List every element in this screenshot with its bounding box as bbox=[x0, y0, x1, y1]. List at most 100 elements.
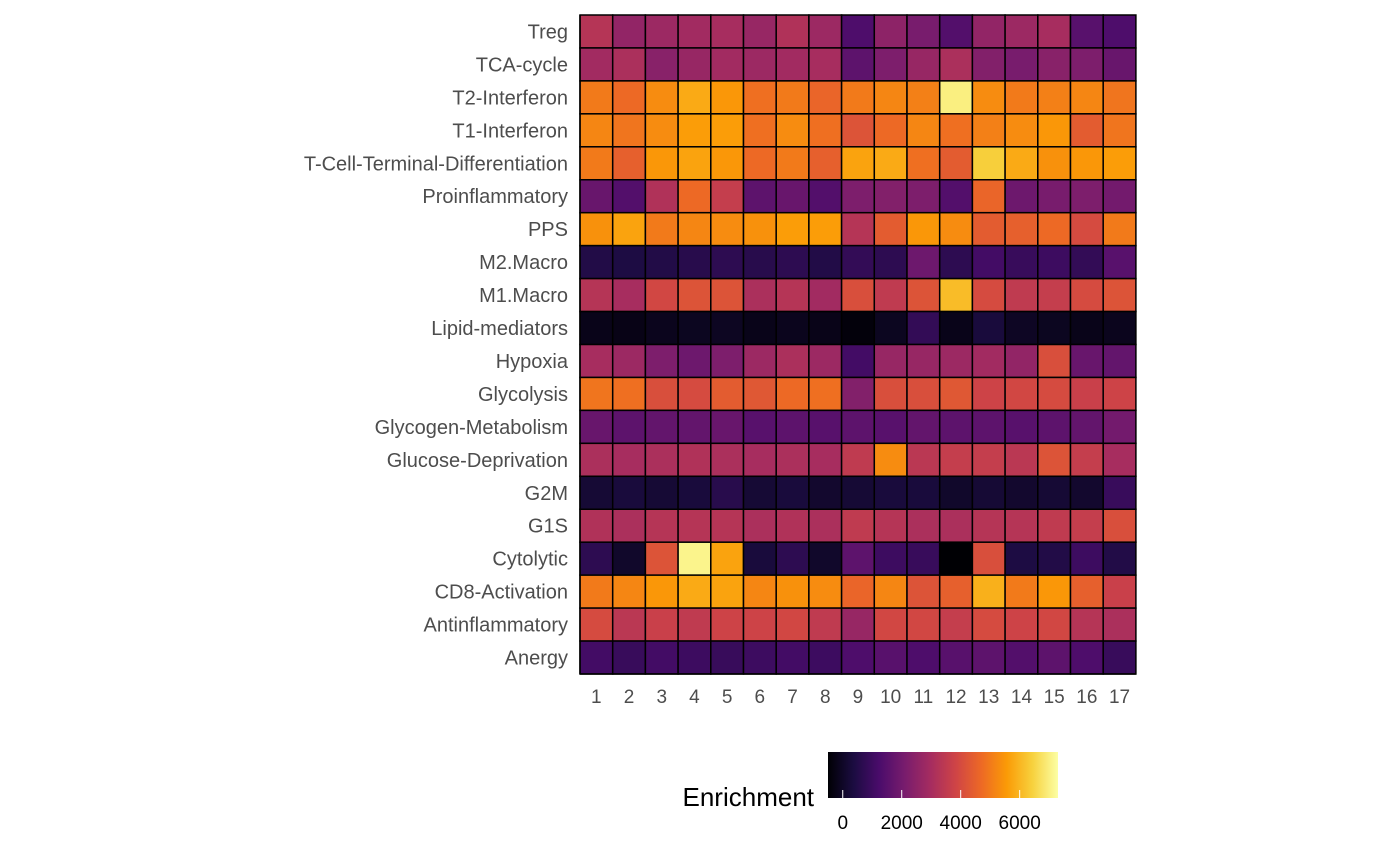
heatmap-cell bbox=[579, 475, 614, 510]
y-tick-label: TCA-cycle bbox=[476, 54, 568, 76]
heatmap-cell bbox=[611, 640, 647, 675]
heatmap-cell bbox=[775, 376, 810, 412]
heatmap-cell bbox=[808, 409, 843, 445]
heatmap-cell bbox=[644, 277, 679, 313]
heatmap-cell bbox=[710, 508, 745, 543]
heatmap-cell bbox=[971, 310, 1006, 346]
heatmap-cell bbox=[1004, 310, 1039, 346]
heatmap-cell bbox=[1102, 277, 1137, 313]
heatmap-cell bbox=[775, 211, 810, 247]
heatmap-cell bbox=[644, 442, 679, 478]
heatmap-cell bbox=[1102, 14, 1137, 49]
heatmap-cell bbox=[873, 508, 908, 543]
heatmap-cell bbox=[677, 508, 712, 543]
heatmap-cell bbox=[644, 310, 679, 346]
heatmap-cell bbox=[644, 508, 679, 543]
heatmap-cell bbox=[742, 244, 777, 280]
heatmap-cell bbox=[710, 475, 745, 510]
legend-tick-label: 2000 bbox=[881, 813, 923, 834]
heatmap-cell bbox=[840, 376, 876, 412]
x-tick-label: 15 bbox=[1044, 687, 1065, 708]
x-tick-label: 3 bbox=[656, 687, 667, 708]
heatmap-cell bbox=[775, 607, 810, 642]
heatmap-cell bbox=[1004, 508, 1039, 543]
heatmap-cell bbox=[677, 146, 712, 181]
heatmap-cell bbox=[808, 47, 843, 82]
heatmap-cell bbox=[808, 179, 843, 214]
heatmap-cell bbox=[938, 442, 974, 478]
heatmap-cell bbox=[971, 409, 1006, 445]
heatmap-cell bbox=[1037, 508, 1072, 543]
heatmap-cell bbox=[1004, 113, 1039, 148]
heatmap-cell bbox=[1069, 574, 1104, 609]
heatmap-cell bbox=[840, 179, 876, 214]
heatmap-cell bbox=[579, 310, 614, 346]
heatmap-cell bbox=[840, 541, 876, 576]
heatmap-cell bbox=[579, 179, 614, 214]
heatmap-cell bbox=[710, 574, 745, 609]
heatmap-cell bbox=[677, 244, 712, 280]
heatmap-cell bbox=[906, 640, 941, 675]
heatmap-cell bbox=[1102, 607, 1137, 642]
heatmap-cell bbox=[1037, 310, 1072, 346]
heatmap-cell bbox=[1037, 14, 1072, 49]
legend-tick-label: 6000 bbox=[999, 813, 1041, 834]
y-tick-label: G2M bbox=[525, 483, 568, 505]
heatmap-cell bbox=[742, 277, 777, 313]
heatmap-cell bbox=[742, 475, 777, 510]
heatmap-cell bbox=[873, 409, 908, 445]
heatmap-cell bbox=[1069, 442, 1104, 478]
heatmap-cell bbox=[873, 475, 908, 510]
heatmap-cell bbox=[579, 541, 614, 576]
heatmap-cell bbox=[1037, 574, 1072, 609]
heatmap-cell bbox=[938, 14, 974, 49]
heatmap-cell bbox=[840, 310, 876, 346]
x-tick-label: 6 bbox=[755, 687, 766, 708]
heatmap-cell bbox=[938, 343, 974, 379]
heatmap-cell bbox=[906, 80, 941, 115]
heatmap-cell bbox=[644, 409, 679, 445]
heatmap-cell bbox=[971, 244, 1006, 280]
heatmap-cell bbox=[873, 179, 908, 214]
heatmap-cell bbox=[840, 277, 876, 313]
heatmap-cell bbox=[644, 80, 679, 115]
heatmap-cell bbox=[971, 80, 1006, 115]
heatmap-cell bbox=[611, 113, 647, 148]
heatmap-cell bbox=[644, 179, 679, 214]
heatmap-cell bbox=[971, 277, 1006, 313]
heatmap-cell bbox=[938, 607, 974, 642]
heatmap-cell bbox=[938, 409, 974, 445]
heatmap-cell bbox=[906, 607, 941, 642]
heatmap-cell bbox=[742, 376, 777, 412]
heatmap-cell bbox=[1102, 244, 1137, 280]
heatmap-cell bbox=[971, 47, 1006, 82]
heatmap-cell bbox=[906, 211, 941, 247]
heatmap-cell bbox=[840, 14, 876, 49]
heatmap-cell bbox=[644, 376, 679, 412]
heatmap-cell bbox=[1069, 508, 1104, 543]
heatmap-cell bbox=[644, 113, 679, 148]
heatmap-cell bbox=[644, 541, 679, 576]
heatmap-cell bbox=[906, 310, 941, 346]
heatmap-cell bbox=[710, 442, 745, 478]
heatmap-cell bbox=[873, 80, 908, 115]
heatmap-cell bbox=[1037, 640, 1072, 675]
heatmap-cell bbox=[1069, 113, 1104, 148]
heatmap-cell bbox=[873, 376, 908, 412]
heatmap-cell bbox=[677, 541, 712, 576]
y-tick-label: Antinflammatory bbox=[424, 615, 569, 637]
heatmap-cell bbox=[611, 211, 647, 247]
y-tick-label: Treg bbox=[528, 21, 568, 43]
heatmap-cell bbox=[579, 14, 614, 49]
heatmap-cell bbox=[840, 574, 876, 609]
heatmap-cell bbox=[710, 244, 745, 280]
heatmap-cell bbox=[938, 146, 974, 181]
heatmap-cell bbox=[808, 640, 843, 675]
heatmap-cell bbox=[873, 113, 908, 148]
heatmap-cell bbox=[644, 14, 679, 49]
heatmap-cell bbox=[1069, 80, 1104, 115]
heatmap-cell bbox=[938, 310, 974, 346]
heatmap-cell bbox=[644, 475, 679, 510]
heatmap-cell bbox=[1102, 113, 1137, 148]
heatmap-cells bbox=[579, 14, 1137, 675]
